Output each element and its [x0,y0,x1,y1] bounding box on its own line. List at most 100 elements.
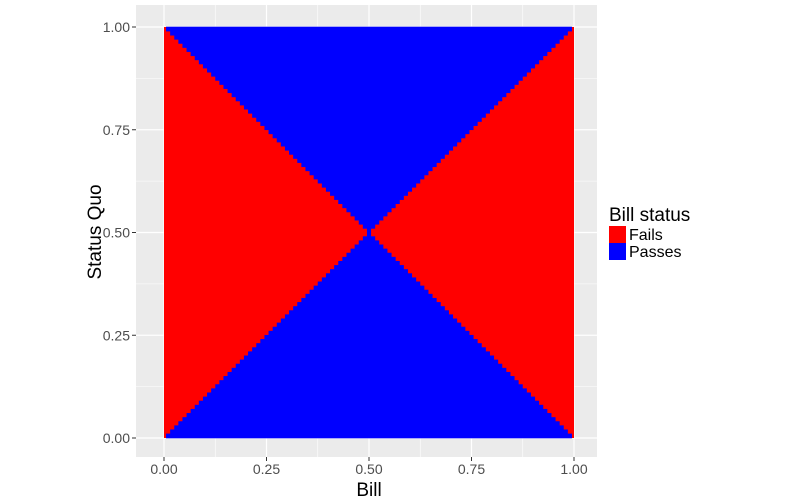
heatmap-passes-cell [174,425,564,431]
heatmap-passes-cell [301,297,437,303]
heatmap-passes-cell [366,228,372,233]
heatmap-passes-cell [338,199,400,205]
heatmap-passes-cell [178,421,560,426]
heatmap-passes-cell [239,100,499,106]
heatmap-passes-cell [358,240,380,246]
x-axis-title: Bill [356,480,381,501]
heatmap-passes-cell [231,92,507,98]
heatmap-passes-cell [354,215,384,221]
heatmap-passes-cell [186,47,552,52]
heatmap-passes-cell [297,158,441,163]
heatmap-passes-cell [362,236,376,242]
heatmap-passes-cell [301,162,437,168]
heatmap-passes-cell [182,43,556,48]
y-tick-label: 0.75 [103,122,130,138]
heatmap-passes-cell [198,400,540,406]
heatmap-passes-cell [256,343,482,348]
heatmap-passes-cell [309,289,429,295]
heatmap-passes-cell [309,170,429,176]
heatmap-passes-cell [243,355,495,361]
heatmap-layer [164,26,574,439]
y-tick-label: 0.00 [103,430,130,446]
heatmap-passes-cell [313,285,425,291]
heatmap-passes-cell [260,121,478,126]
heatmap-passes-cell [264,125,474,131]
heatmap-passes-cell [305,293,433,299]
legend: Bill status Fails Passes [609,205,690,261]
y-tick-label: 1.00 [103,19,130,35]
heatmap-passes-cell [313,174,425,180]
heatmap-passes-cell [358,219,380,225]
x-tick-label: 0.00 [150,461,177,477]
heatmap-passes-cell [289,310,449,315]
heatmap-passes-cell [178,39,560,44]
heatmap-passes-cell [330,191,408,196]
legend-key-passes [609,243,626,260]
x-tick-label: 0.50 [355,461,382,477]
heatmap-passes-cell [231,367,507,373]
heatmap-passes-cell [227,88,511,94]
heatmap-passes-cell [268,330,470,336]
heatmap-passes-cell [211,388,527,394]
heatmap-passes-cell [346,252,392,258]
heatmap-passes-cell [272,133,466,139]
x-tick-label: 0.75 [458,461,485,477]
heatmap-passes-cell [317,281,421,287]
heatmap-passes-cell [190,51,548,57]
heatmap-passes-cell [317,178,421,184]
heatmap-passes-cell [243,104,495,110]
heatmap-passes-cell [350,211,388,217]
legend-label-passes: Passes [629,244,681,261]
heatmap-passes-cell [207,392,531,398]
heatmap-passes-cell [276,322,462,328]
heatmap-passes-cell [276,137,462,143]
heatmap-passes-cell [219,380,519,385]
heatmap-passes-cell [190,408,548,414]
heatmap-passes-cell [289,150,449,155]
heatmap-passes-cell [342,203,396,209]
heatmap-passes-cell [194,55,544,61]
heatmap-passes-cell [170,429,568,435]
heatmap-passes-cell [280,141,458,147]
heatmap-passes-cell [223,376,515,381]
heatmap-passes-cell [260,339,478,344]
heatmap-passes-cell [325,273,413,279]
heatmap-passes-cell [211,71,527,77]
heatmap-passes-cell [330,269,408,274]
heatmap-passes-cell [215,76,523,81]
legend-key-fails [609,226,626,243]
heatmap-passes-cell [297,302,441,307]
heatmap-passes-cell [284,145,454,151]
heatmap-passes-cell [235,96,503,102]
heatmap-passes-cell [321,277,417,283]
heatmap-passes-cell [186,413,552,418]
heatmap-passes-cell [346,207,392,213]
heatmap-passes-cell [215,384,523,389]
heatmap-passes-cell [223,84,515,89]
heatmap-passes-cell [334,265,404,270]
heatmap-passes-cell [293,154,445,159]
heatmap-passes-cell [256,117,482,122]
heatmap-passes-cell [174,34,564,40]
heatmap-passes-cell [284,314,454,320]
heatmap-passes-cell [293,306,445,311]
heatmap-passes-cell [342,256,396,262]
heatmap-passes-cell [227,371,511,377]
heatmap-passes-cell [182,417,556,422]
heatmap-passes-cell [366,232,372,237]
y-tick-label: 0.25 [103,327,130,343]
heatmap-passes-cell [198,59,540,65]
heatmap-passes-cell [239,359,499,365]
heatmap-passes-cell [338,260,400,266]
heatmap-passes-cell [354,244,384,250]
x-tick-label: 1.00 [560,461,587,477]
heatmap-passes-cell [268,129,470,135]
heatmap-passes-cell [194,404,544,410]
y-tick-label: 0.50 [103,225,130,241]
y-axis-title: Status Quo [85,184,106,279]
heatmap-passes-cell [280,318,458,324]
heatmap-passes-cell [235,363,503,369]
heatmap-passes-cell [248,351,490,357]
heatmap-passes-cell [362,223,376,229]
heatmap-passes-cell [202,63,536,69]
